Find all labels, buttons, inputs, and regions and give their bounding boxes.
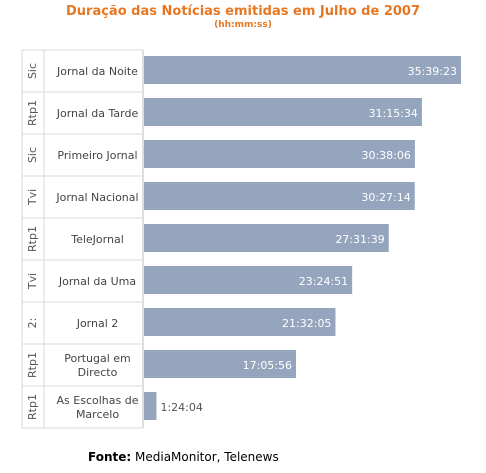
channel-label: Rtp1 bbox=[26, 226, 39, 252]
chart-subtitle: (hh:mm:ss) bbox=[214, 20, 272, 30]
chart-title: Duração das Notícias emitidas em Julho d… bbox=[66, 4, 420, 19]
bar bbox=[144, 224, 389, 252]
channel-label: Sic bbox=[26, 147, 39, 163]
data-label: 1:24:04 bbox=[160, 401, 202, 414]
channel-label: Rtp1 bbox=[26, 100, 39, 126]
data-label: 30:27:14 bbox=[361, 191, 410, 204]
data-label: 35:39:23 bbox=[408, 65, 457, 78]
bar bbox=[144, 98, 422, 126]
bar bbox=[144, 266, 353, 294]
data-label: 23:24:51 bbox=[299, 275, 348, 288]
data-label: 30:38:06 bbox=[361, 149, 410, 162]
channel-label: Rtp1 bbox=[26, 394, 39, 420]
category-label: As Escolhas de bbox=[57, 394, 139, 407]
category-label: Jornal da Uma bbox=[58, 275, 136, 288]
source-text: MediaMonitor, Telenews bbox=[135, 450, 279, 464]
bar bbox=[144, 392, 157, 420]
category-label: Jornal Nacional bbox=[55, 191, 138, 204]
source-note: Fonte: MediaMonitor, Telenews bbox=[88, 450, 279, 464]
channel-label: Rtp1 bbox=[26, 352, 39, 378]
category-label: Jornal 2 bbox=[76, 317, 119, 330]
data-label: 17:05:56 bbox=[243, 359, 292, 372]
bar bbox=[144, 182, 415, 210]
category-label: Directo bbox=[78, 366, 118, 379]
category-label: TeleJornal bbox=[70, 233, 124, 246]
source-label: Fonte: bbox=[88, 450, 132, 464]
category-label: Marcelo bbox=[76, 408, 119, 421]
category-label: Primeiro Jornal bbox=[57, 149, 137, 162]
channel-label: Tvi bbox=[26, 189, 39, 206]
bar bbox=[144, 350, 297, 378]
bar bbox=[144, 140, 415, 168]
category-label: Portugal em bbox=[64, 352, 131, 365]
channel-label: Tvi bbox=[26, 273, 39, 290]
data-label: 21:32:05 bbox=[282, 317, 331, 330]
category-label: Jornal da Noite bbox=[56, 65, 138, 78]
channel-label: 2: bbox=[26, 318, 39, 329]
data-label: 27:31:39 bbox=[335, 233, 384, 246]
bar bbox=[144, 56, 461, 84]
bar bbox=[144, 308, 336, 336]
category-label: Jornal da Tarde bbox=[56, 107, 139, 120]
data-label: 31:15:34 bbox=[369, 107, 418, 120]
channel-label: Sic bbox=[26, 63, 39, 79]
